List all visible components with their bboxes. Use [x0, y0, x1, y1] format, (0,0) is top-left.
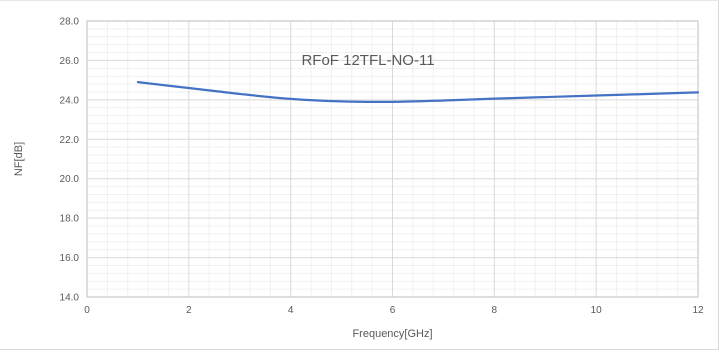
- y-tick-label: 24.0: [60, 95, 80, 106]
- x-tick-labels: 0 2 4 6 8 10 12: [84, 305, 704, 316]
- y-tick-label: 26.0: [60, 56, 80, 67]
- x-tick-label: 6: [390, 305, 396, 316]
- y-tick-labels: 14.0 16.0 18.0 20.0 22.0 24.0 26.0 28.0: [60, 17, 80, 304]
- chart-title: RFoF 12TFL-NO-11: [301, 52, 434, 69]
- series-line-0: [136, 80, 700, 104]
- series-layer: [136, 80, 700, 104]
- y-tick-label: 20.0: [60, 174, 80, 185]
- plot-area-border: [86, 20, 699, 298]
- x-tick-label: 4: [288, 305, 294, 316]
- y-tick-label: 14.0: [60, 293, 80, 304]
- y-tick-label: 22.0: [60, 135, 80, 146]
- y-tick-label: 16.0: [60, 253, 80, 264]
- y-tick-label: 28.0: [60, 17, 80, 28]
- x-tick-label: 8: [492, 305, 498, 316]
- x-tick-label: 10: [591, 305, 603, 316]
- x-tick-label: 2: [186, 305, 192, 316]
- x-axis-title: Frequency[GHz]: [352, 328, 432, 340]
- x-tick-label: 12: [692, 305, 704, 316]
- x-tick-label: 0: [84, 305, 90, 316]
- y-tick-label: 18.0: [60, 214, 80, 225]
- y-axis-title: NF[dB]: [13, 142, 25, 176]
